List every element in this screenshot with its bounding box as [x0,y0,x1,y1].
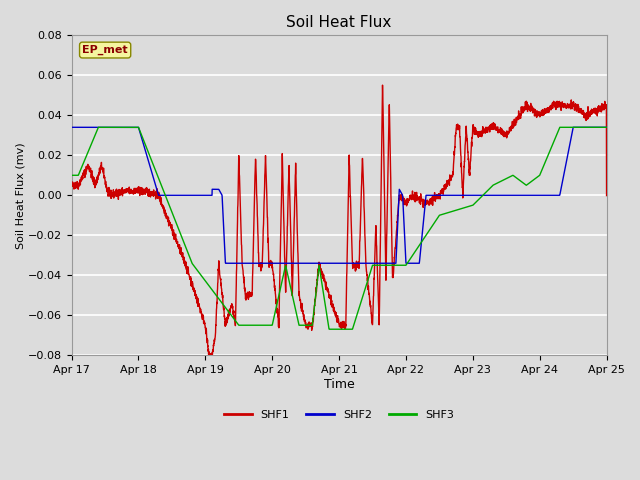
SHF3 [161,191,168,196]
Line: SHF1: SHF1 [72,85,607,359]
SHF3 [129,124,137,130]
SHF1 [206,356,214,361]
SHF2 [273,260,281,266]
SHF1 [129,188,136,193]
SHF3 [593,124,600,130]
SHF1 [593,106,600,112]
SHF2 [129,124,136,130]
SHF3 [273,301,281,307]
SHF1 [535,109,543,115]
SHF1 [273,309,281,314]
Text: EP_met: EP_met [83,45,128,55]
SHF3 [535,173,543,179]
SHF1 [161,211,168,216]
Title: Soil Heat Flux: Soil Heat Flux [287,15,392,30]
Line: SHF3: SHF3 [72,127,607,329]
Y-axis label: Soil Heat Flux (mv): Soil Heat Flux (mv) [15,142,25,249]
X-axis label: Time: Time [324,378,355,391]
SHF3 [325,326,333,332]
SHF2 [68,124,76,130]
SHF1 [296,298,304,303]
SHF1 [603,192,611,198]
Legend: SHF1, SHF2, SHF3: SHF1, SHF2, SHF3 [220,406,459,424]
SHF1 [379,82,387,88]
SHF2 [535,192,543,198]
Line: SHF2: SHF2 [72,127,607,263]
SHF2 [161,192,168,198]
SHF2 [603,124,611,130]
SHF3 [603,124,611,130]
SHF3 [296,323,304,328]
SHF1 [68,181,76,187]
SHF2 [593,124,600,130]
SHF2 [296,260,304,266]
SHF3 [68,172,76,178]
SHF2 [221,260,229,266]
SHF3 [95,124,102,130]
